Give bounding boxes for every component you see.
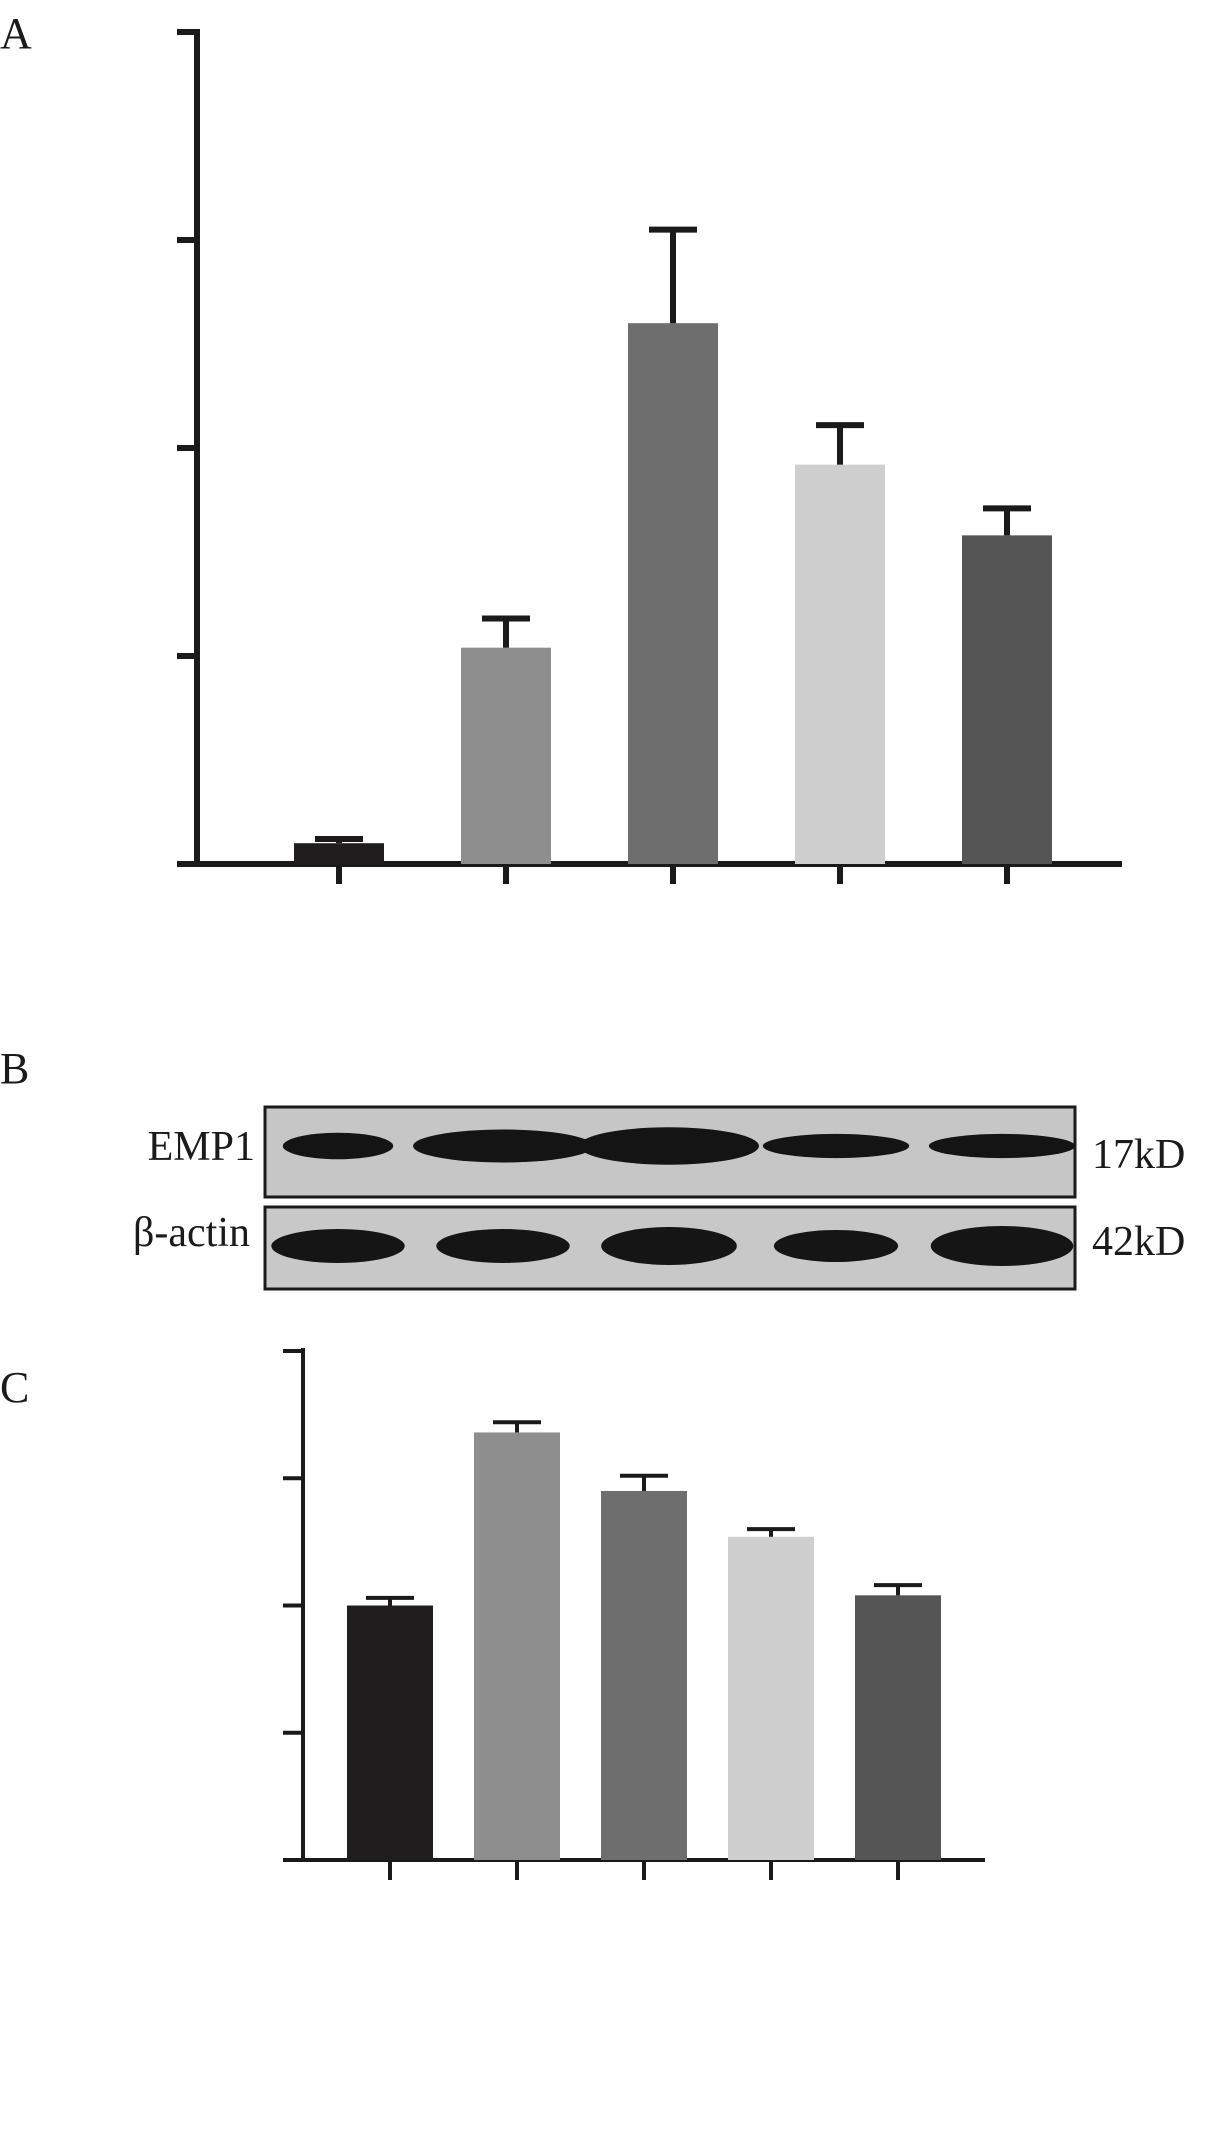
- bar: [962, 535, 1052, 864]
- blot-band-actin: [271, 1229, 405, 1263]
- bar: [728, 1536, 814, 1860]
- bar: [461, 647, 551, 864]
- blot-bands-actin: [271, 1226, 1074, 1266]
- chart-c-protein-expression: [283, 1348, 985, 1880]
- blot-size-emp1: 17kD: [1092, 1132, 1185, 1178]
- blot-band-actin: [773, 1230, 899, 1262]
- bar: [628, 323, 718, 864]
- panel-label-b: B: [0, 1044, 29, 1093]
- blot-band-emp1: [579, 1127, 759, 1165]
- blot-row-emp1: EMP1 17kD: [148, 1105, 1185, 1199]
- bar: [294, 843, 384, 864]
- panel-label-c: C: [0, 1363, 29, 1412]
- blot-band-emp1: [413, 1129, 593, 1163]
- blot-band-emp1: [928, 1133, 1076, 1159]
- blot-row-name-actin: β-actin: [133, 1210, 250, 1256]
- blot-band-emp1: [282, 1132, 394, 1160]
- bar: [855, 1595, 941, 1860]
- blot-band-actin: [930, 1226, 1074, 1266]
- blot-bands-emp1: [282, 1127, 1076, 1165]
- blot-band-actin: [601, 1227, 737, 1265]
- blot-row-actin: β-actin 42kD: [133, 1205, 1185, 1291]
- blot-row-name-emp1: EMP1: [148, 1124, 255, 1170]
- bar: [474, 1432, 560, 1860]
- bar: [601, 1490, 687, 1860]
- bar: [795, 464, 885, 864]
- blot-band-emp1: [762, 1133, 910, 1159]
- blot-size-actin: 42kD: [1092, 1219, 1185, 1265]
- bar: [347, 1605, 433, 1860]
- blot-band-actin: [436, 1229, 570, 1263]
- western-blot: EMP1 17kD β-actin 42kD: [133, 1105, 1185, 1291]
- chart-a-mrna-expression: [177, 29, 1122, 884]
- panel-label-a: A: [0, 9, 32, 58]
